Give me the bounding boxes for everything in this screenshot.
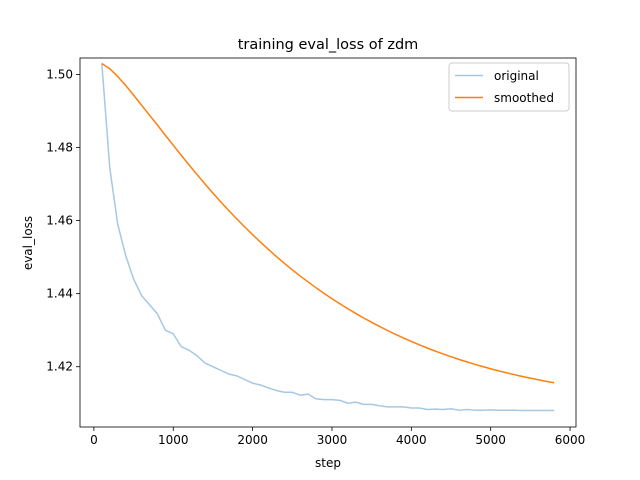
y-axis: 1.42 1.44 1.46 1.48 1.50 — [46, 67, 80, 374]
series-line-original — [101, 63, 555, 412]
x-tick-label: 3000 — [317, 433, 348, 447]
y-axis-label: eval_loss — [21, 216, 35, 270]
x-tick-label: 6000 — [555, 433, 586, 447]
x-axis: 0 1000 2000 3000 4000 5000 6000 — [90, 427, 585, 447]
y-tick-label: 1.46 — [46, 214, 73, 228]
x-axis-label: step — [315, 456, 341, 470]
plot-area — [79, 57, 577, 428]
y-tick-label: 1.42 — [46, 360, 73, 374]
x-tick-label: 1000 — [158, 433, 189, 447]
y-tick-label: 1.48 — [46, 141, 73, 155]
y-tick-label: 1.50 — [46, 67, 73, 81]
x-tick-label: 5000 — [475, 433, 506, 447]
legend-label-original: original — [494, 69, 539, 83]
plot-frame — [79, 57, 577, 428]
chart-title: training eval_loss of zdm — [238, 37, 419, 53]
y-tick-label: 1.44 — [46, 287, 73, 301]
legend-label-smoothed: smoothed — [494, 91, 554, 105]
x-tick-label: 2000 — [237, 433, 268, 447]
x-tick-label: 0 — [90, 433, 98, 447]
legend: original smoothed — [448, 62, 570, 112]
x-tick-label: 4000 — [396, 433, 427, 447]
series-layer — [101, 62, 555, 412]
series-line-smoothed — [101, 62, 555, 384]
